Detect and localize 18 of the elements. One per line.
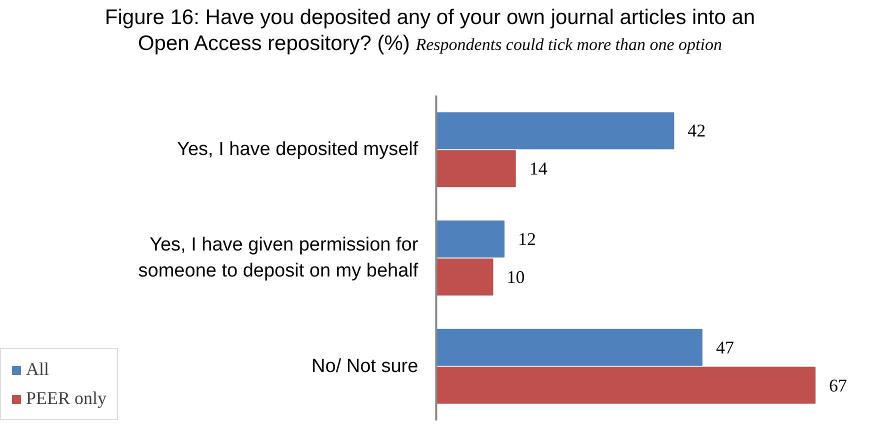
data-label: 12 — [518, 229, 536, 250]
bar — [436, 220, 505, 258]
y-tick-label: No/ Not sure — [312, 356, 418, 377]
legend-label: PEER only — [26, 388, 107, 409]
y-tick-label: Yes, I have given permission for someone to deposit on my behalf — [138, 234, 419, 282]
bar — [436, 112, 674, 150]
legend-label: All — [26, 359, 50, 380]
y-tick-label: Yes, I have deposited myself — [177, 139, 419, 160]
bar — [436, 366, 816, 404]
data-label: 10 — [506, 266, 525, 287]
bar — [436, 328, 702, 366]
data-label: 14 — [529, 158, 548, 179]
bar — [436, 150, 516, 188]
data-label: 47 — [716, 337, 734, 358]
chart-subtitle: Respondents could tick more than one option — [416, 35, 722, 54]
data-label: 67 — [829, 375, 848, 396]
data-label: 42 — [688, 120, 706, 141]
bar — [436, 258, 494, 296]
